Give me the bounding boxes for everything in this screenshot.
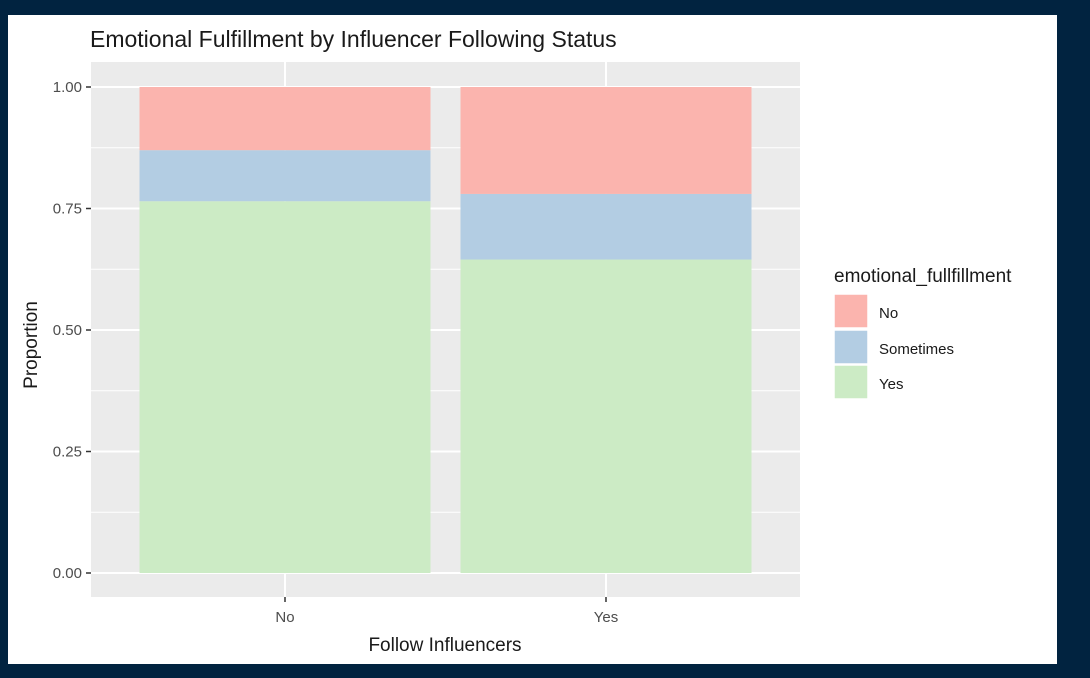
x-axis-label: Follow Influencers <box>368 635 521 656</box>
x-axis-ticks: No Yes <box>275 597 618 626</box>
bar-yes-sometimes <box>460 193 752 260</box>
bar-no-yes <box>139 201 431 573</box>
y-tick-label: 0.25 <box>53 444 82 461</box>
x-tick-label: No <box>275 609 294 626</box>
legend-key-yes <box>833 364 869 400</box>
bar-yes-yes <box>460 259 752 573</box>
legend-key-sometimes <box>833 329 869 365</box>
legend-label-yes: Yes <box>879 376 903 393</box>
y-axis-ticks: 0.00 0.25 0.50 0.75 1.00 <box>53 79 91 582</box>
legend-key-no <box>833 293 869 329</box>
chart-panel: Emotional Fulfillment by Influencer Foll… <box>8 15 1057 664</box>
y-tick-label: 0.50 <box>53 322 82 339</box>
chart-title: Emotional Fulfillment by Influencer Foll… <box>90 26 617 52</box>
y-tick-label: 1.00 <box>53 79 82 96</box>
stacked-bar-chart: Emotional Fulfillment by Influencer Foll… <box>21 26 1012 656</box>
legend-label-sometimes: Sometimes <box>879 341 954 358</box>
bar-no-sometimes <box>139 150 431 202</box>
bars <box>139 87 752 573</box>
legend-label-no: No <box>879 305 898 322</box>
legend: emotional_fullfillment No Sometimes Yes <box>833 266 1012 400</box>
x-tick-label: Yes <box>594 609 618 626</box>
legend-title: emotional_fullfillment <box>834 266 1012 287</box>
bar-no-no <box>139 87 431 151</box>
y-tick-label: 0.00 <box>53 565 82 582</box>
y-tick-label: 0.75 <box>53 201 82 218</box>
bar-yes-no <box>460 87 752 194</box>
y-axis-label: Proportion <box>21 301 42 389</box>
